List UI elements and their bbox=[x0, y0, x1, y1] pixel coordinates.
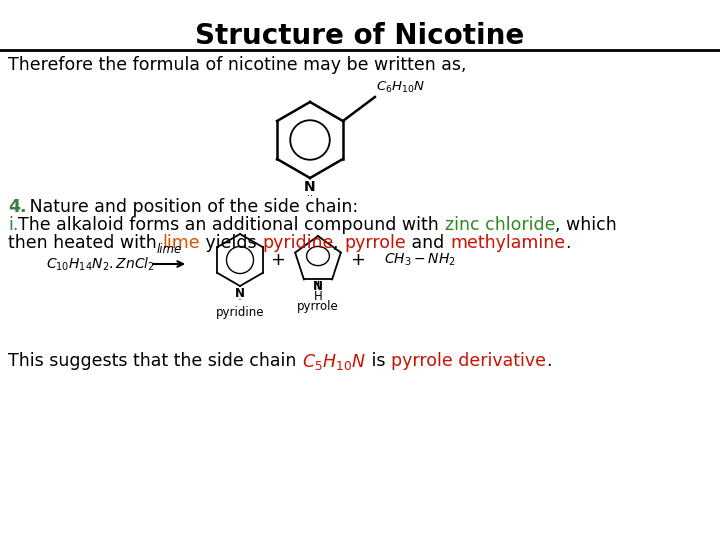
Text: N: N bbox=[235, 287, 245, 300]
Text: Nature and position of the side chain:: Nature and position of the side chain: bbox=[24, 198, 358, 216]
Text: pyridine: pyridine bbox=[262, 234, 333, 252]
Text: zinc chloride: zinc chloride bbox=[445, 216, 555, 234]
Text: .: . bbox=[565, 234, 570, 252]
Text: This suggests that the side chain: This suggests that the side chain bbox=[8, 352, 302, 370]
Text: ,: , bbox=[333, 234, 344, 252]
Text: , which: , which bbox=[555, 216, 617, 234]
Text: pyrrole: pyrrole bbox=[344, 234, 406, 252]
Text: pyrrole derivative: pyrrole derivative bbox=[391, 352, 546, 370]
Text: and: and bbox=[406, 234, 450, 252]
Text: ··: ·· bbox=[238, 296, 243, 305]
Text: +: + bbox=[271, 251, 286, 269]
Text: Structure of Nicotine: Structure of Nicotine bbox=[195, 22, 525, 50]
Text: +: + bbox=[351, 251, 366, 269]
Text: Therefore the formula of nicotine may be written as,: Therefore the formula of nicotine may be… bbox=[8, 56, 467, 74]
Text: H: H bbox=[314, 291, 323, 303]
Text: $C_6H_{10}N$: $C_6H_{10}N$ bbox=[376, 80, 425, 95]
Text: pyrrole: pyrrole bbox=[297, 300, 339, 313]
Text: pyridine: pyridine bbox=[216, 306, 264, 319]
Text: $C_5H_{10}N$: $C_5H_{10}N$ bbox=[302, 352, 366, 372]
Text: lime: lime bbox=[156, 243, 181, 256]
Text: then heated with: then heated with bbox=[8, 234, 162, 252]
Text: i.: i. bbox=[8, 216, 19, 234]
Text: .: . bbox=[546, 352, 552, 370]
Text: $CH_3-NH_2$: $CH_3-NH_2$ bbox=[384, 252, 456, 268]
Text: N: N bbox=[313, 280, 323, 293]
Text: is: is bbox=[366, 352, 391, 370]
Text: methylamine: methylamine bbox=[450, 234, 565, 252]
Text: $C_{10}H_{14}N_2.ZnCl_2$: $C_{10}H_{14}N_2.ZnCl_2$ bbox=[45, 255, 154, 273]
Text: lime: lime bbox=[162, 234, 200, 252]
Text: N: N bbox=[304, 180, 316, 194]
Text: ··: ·· bbox=[307, 191, 313, 201]
Text: The alkaloid forms an additional compound with: The alkaloid forms an additional compoun… bbox=[19, 216, 445, 234]
Text: 4.: 4. bbox=[8, 198, 27, 216]
Text: yields: yields bbox=[200, 234, 262, 252]
